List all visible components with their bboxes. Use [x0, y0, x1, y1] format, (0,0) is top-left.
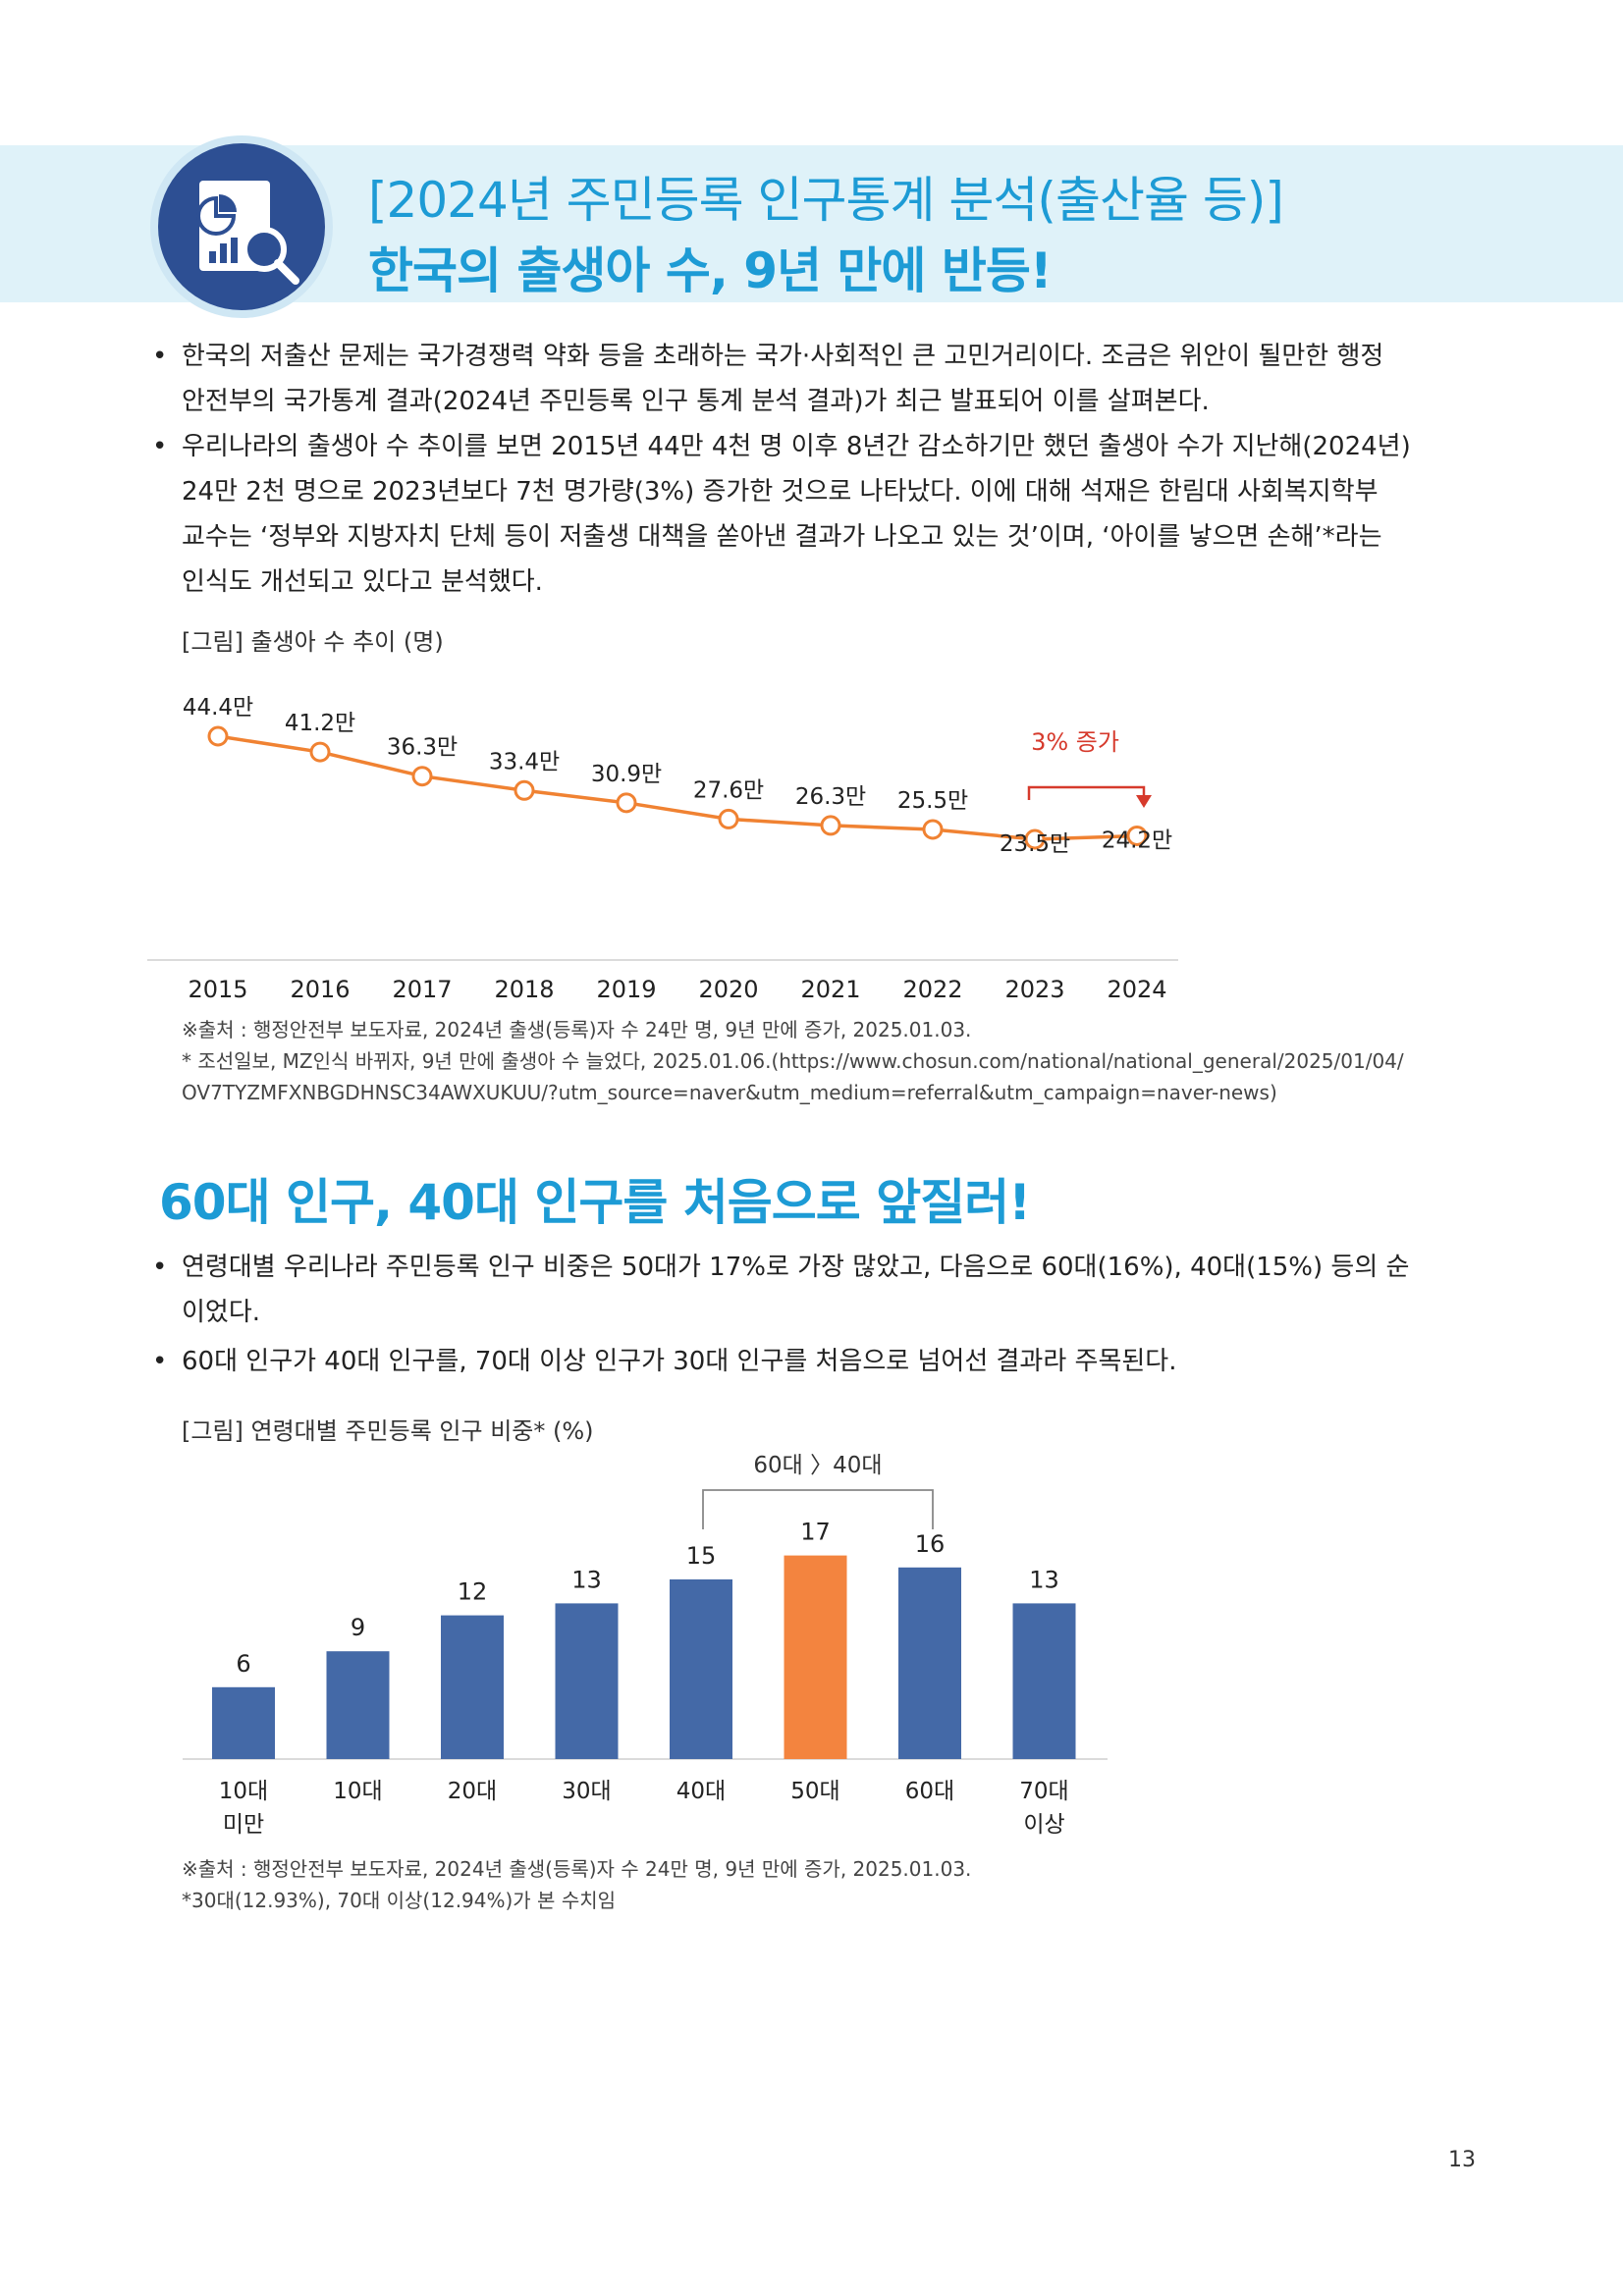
- bullet-line: 60대 인구가 40대 인구를, 70대 이상 인구가 30대 인구를 처음으로…: [182, 1347, 1177, 1376]
- bullet-line: 인식도 개선되고 있다고 분석했다.: [182, 567, 543, 597]
- bullet-item: • 한국의 저출산 문제는 국가경쟁력 약화 등을 초래하는 국가·사회적인 큰…: [152, 334, 1478, 424]
- x-tick-label: 2015: [188, 976, 247, 1003]
- bullet-item: • 연령대별 우리나라 주민등록 인구 비중은 50대가 17%로 가장 많았고…: [152, 1245, 1478, 1335]
- x-tick-label: 60대: [905, 1779, 954, 1804]
- header-title-line1: [2024년 주민등록 인구통계 분석(출산율 등)]: [368, 172, 1284, 229]
- data-label: 41.2만: [285, 711, 355, 736]
- line-point: [1126, 825, 1148, 846]
- comparison-bracket: [702, 1489, 934, 1529]
- x-tick-label: 2023: [1004, 976, 1064, 1003]
- source-line: OV7TYZMFXNBGDHNSC34AWXUKUU/?utm_source=n…: [182, 1081, 1277, 1104]
- x-tick-label: 2016: [290, 976, 350, 1003]
- page-number: 13: [1448, 2148, 1476, 2172]
- bullet-item: • 60대 인구가 40대 인구를, 70대 이상 인구가 30대 인구를 처음…: [152, 1339, 1478, 1384]
- figure-caption-age: [그림] 연령대별 주민등록 인구 비중* (%): [182, 1417, 594, 1445]
- bar: [784, 1555, 847, 1759]
- bar: [898, 1567, 961, 1759]
- bar-value-label: 17: [800, 1519, 831, 1546]
- x-tick-label: 2018: [494, 976, 554, 1003]
- x-tick-label: 2021: [800, 976, 860, 1003]
- bar-value-label: 9: [351, 1614, 365, 1641]
- figure-caption-births: [그림] 출생아 수 추이 (명): [182, 628, 444, 656]
- data-label: 33.4만: [489, 749, 560, 774]
- section2-bullets: • 연령대별 우리나라 주민등록 인구 비중은 50대가 17%로 가장 많았고…: [152, 1245, 1478, 1384]
- bullet-line: 이었다.: [182, 1298, 261, 1327]
- births-series-line: [217, 734, 1138, 841]
- bar: [212, 1686, 275, 1759]
- line-point: [1024, 828, 1046, 850]
- data-label: 27.6만: [693, 777, 764, 803]
- bar-value-label: 15: [686, 1542, 717, 1570]
- line-point: [922, 819, 944, 840]
- bar: [1012, 1603, 1076, 1759]
- bullet-line: 한국의 저출산 문제는 국가경쟁력 약화 등을 초래하는 국가·사회적인 큰 고…: [182, 342, 1384, 371]
- report-magnifier-icon: [158, 143, 325, 310]
- line-point: [514, 779, 535, 801]
- line-point: [309, 741, 331, 763]
- header-title-line2: 한국의 출생아 수, 9년 만에 반등!: [368, 242, 1053, 299]
- bullet-dot: •: [152, 432, 168, 461]
- section2-title: 60대 인구, 40대 인구를 처음으로 앞질러!: [159, 1174, 1031, 1231]
- bullet-line: 교수는 ‘정부와 지방자치 단체 등이 저출생 대책을 쏟아낸 결과가 나오고 …: [182, 522, 1382, 552]
- increase-annotation: 3% 증가: [1031, 728, 1119, 756]
- x-tick-label: 2017: [392, 976, 452, 1003]
- source-line: *30대(12.93%), 70대 이상(12.94%)가 본 수치임: [182, 1889, 617, 1912]
- bullet-line: 24만 2천 명으로 2023년보다 7천 명가량(3%) 증가한 것으로 나타…: [182, 477, 1379, 507]
- age-share-bar-chart: 60대 〉40대 6 9 12 13 15 17 16 13 10대 미만 10대 20대 30대 40…: [183, 1453, 1108, 1838]
- source-line: * 조선일보, MZ인식 바뀌자, 9년 만에 출생아 수 늘었다, 2025.…: [182, 1049, 1404, 1073]
- bar-value-label: 6: [236, 1650, 250, 1678]
- bar: [441, 1615, 504, 1759]
- x-tick-label: 10대 미만: [219, 1779, 268, 1838]
- comparison-label: 60대 〉40대: [753, 1453, 882, 1478]
- x-tick-label: 20대: [448, 1779, 497, 1804]
- data-label: 36.3만: [387, 735, 458, 761]
- bar: [326, 1651, 390, 1759]
- bullet-item: • 우리나라의 출생아 수 추이를 보면 2015년 44만 4천 명 이후 8…: [152, 424, 1478, 605]
- source-notes-1: ※출처 : 행정안전부 보도자료, 2024년 출생(등록)자 수 24만 명,…: [182, 1014, 1458, 1108]
- data-label: 26.3만: [795, 784, 866, 810]
- bullet-line: 안전부의 국가통계 결과(2024년 주민등록 인구 통계 분석 결과)가 최근…: [182, 387, 1210, 416]
- bar: [555, 1603, 619, 1759]
- data-label: 25.5만: [897, 788, 968, 814]
- x-tick-label: 70대 이상: [1019, 1779, 1068, 1838]
- data-label: 44.4만: [183, 695, 253, 721]
- bullet-line: 연령대별 우리나라 주민등록 인구 비중은 50대가 17%로 가장 많았고, …: [182, 1253, 1410, 1282]
- line-point: [616, 792, 637, 814]
- bar-value-label: 16: [915, 1530, 946, 1558]
- births-line-chart: 3% 증가 44.4만 41.2만 36.3만 33.4만 30.9만 27.6만 26.3…: [147, 695, 1178, 1003]
- source-line: ※출처 : 행정안전부 보도자료, 2024년 출생(등록)자 수 24만 명,…: [182, 1018, 972, 1041]
- bullet-line: 우리나라의 출생아 수 추이를 보면 2015년 44만 4천 명 이후 8년간…: [182, 432, 1411, 461]
- line-point: [411, 766, 433, 787]
- source-line: ※출처 : 행정안전부 보도자료, 2024년 출생(등록)자 수 24만 명,…: [182, 1857, 972, 1881]
- x-tick-label: 10대: [333, 1779, 382, 1804]
- increase-bracket: [1027, 785, 1146, 800]
- x-tick-label: 2020: [698, 976, 758, 1003]
- x-tick-label: 2022: [902, 976, 962, 1003]
- x-tick-label: 30대: [562, 1779, 611, 1804]
- x-tick-label: 2024: [1107, 976, 1166, 1003]
- line-point: [207, 725, 229, 747]
- data-label: 30.9만: [591, 762, 662, 787]
- bar: [670, 1579, 732, 1759]
- data-label: 24.2만: [1102, 828, 1172, 853]
- bullet-dot: •: [152, 342, 168, 371]
- line-point: [820, 815, 841, 836]
- line-point: [718, 808, 739, 829]
- increase-arrow: [1136, 795, 1152, 808]
- bullet-dot: •: [152, 1347, 168, 1376]
- x-tick-label: 40대: [676, 1779, 726, 1804]
- source-notes-2: ※출처 : 행정안전부 보도자료, 2024년 출생(등록)자 수 24만 명,…: [182, 1853, 1458, 1916]
- bar-value-label: 12: [458, 1578, 488, 1606]
- x-tick-label: 50대: [790, 1779, 839, 1804]
- x-tick-label: 2019: [596, 976, 656, 1003]
- data-label: 23.5만: [1000, 831, 1070, 857]
- bullet-dot: •: [152, 1253, 168, 1282]
- bar-value-label: 13: [571, 1566, 602, 1593]
- bar-value-label: 13: [1029, 1566, 1059, 1593]
- section1-bullets: • 한국의 저출산 문제는 국가경쟁력 약화 등을 초래하는 국가·사회적인 큰…: [152, 334, 1478, 605]
